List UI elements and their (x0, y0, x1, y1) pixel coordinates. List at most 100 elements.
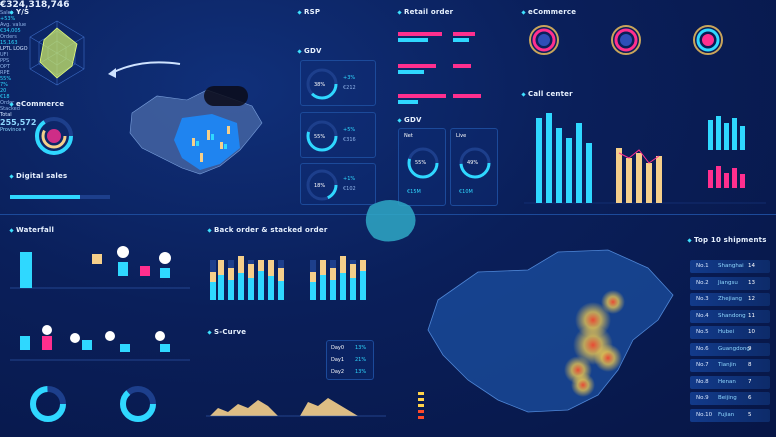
shipment-value: 11 (748, 312, 755, 319)
gdv-card-1[interactable]: 55% +5% €316 (300, 112, 376, 158)
kpi-c-label: Orders (0, 34, 17, 40)
stacked-bar-segment (218, 260, 224, 275)
province-name: Jiangsu (718, 279, 738, 286)
legend-order: Order (0, 100, 15, 106)
shipment-value: 14 (748, 263, 755, 269)
stacked-bar-segment (350, 278, 356, 300)
stacked-bar-segment (330, 268, 336, 280)
gdv2-left-card[interactable]: Net 55% €15M (398, 128, 446, 206)
gdv-pct-0: 38% (314, 82, 326, 88)
gdv-card-2[interactable]: 18% +1% €102 (300, 163, 376, 205)
stacked-bar-segment (210, 260, 216, 272)
shipment-value: 13 (748, 279, 755, 286)
rsp-value-2: 20 (0, 88, 7, 94)
ecommerce-rings-right (529, 25, 723, 55)
scurve-title: S-Curve (208, 328, 246, 336)
stacked-bar-segment (238, 256, 244, 273)
rsp-label-3: RPE (0, 70, 10, 76)
top10-title: Top 10 shipments (688, 236, 767, 244)
stacked-bar-segment (248, 264, 254, 278)
gdv-card-0[interactable]: 38% +3% €212 (300, 60, 376, 106)
province-name: Zhejiang (718, 296, 743, 302)
rsp-label-1: PPS (0, 58, 10, 64)
waterfall-chart (10, 246, 190, 361)
stacked-bar-segment (278, 281, 284, 300)
stacked-title: Back order & stacked order (208, 226, 327, 234)
shipment-value: 5 (748, 411, 752, 418)
table-row[interactable]: No.3 Zhejiang 12 (690, 293, 770, 309)
stacked-bar-segment (210, 282, 216, 300)
rank: No.1 (696, 263, 709, 269)
kpi-b: €34,005 (0, 28, 21, 34)
legend-stacked: Stacked (0, 106, 20, 112)
table-row[interactable]: No.2 Jiangsu 13 (690, 276, 770, 293)
gdv2-title: GDV (398, 116, 422, 124)
stacked-bar-segment (330, 260, 336, 268)
radar-chart (29, 20, 85, 86)
shipment-value: 7 (748, 378, 752, 385)
scurve-chart (206, 398, 386, 417)
center-bubble (365, 200, 416, 242)
stacked-bar-segment (278, 260, 284, 268)
waterfall-title: Waterfall (10, 226, 54, 234)
ecommerce-right-title: eCommerce (522, 8, 576, 16)
brand-logo: LPTL LOGO (0, 46, 28, 52)
kpi-b-label: Avg. value (0, 22, 27, 28)
rank: No.3 (696, 296, 709, 302)
top10-filter[interactable]: Province ▾ (0, 127, 26, 133)
stacked-bar-segment (210, 272, 216, 282)
rank: No.9 (696, 395, 709, 401)
region-map-small (129, 86, 263, 175)
province-name: Henan (718, 378, 736, 385)
stacked-bar-segment (238, 273, 244, 300)
table-row[interactable]: No.9 Beijing 6 (690, 392, 770, 408)
province-name: Shanghai (718, 263, 744, 269)
flow-arrows (108, 61, 181, 78)
province-name: Shandong (718, 312, 746, 319)
stacked-bar-segment (320, 260, 326, 275)
rsp-value-3: €18 (0, 94, 10, 100)
rank: No.2 (696, 279, 709, 286)
shipment-value: 12 (748, 296, 755, 302)
stacked-bar-segment (248, 260, 254, 264)
gdv2-right-card[interactable]: Live 49% €10M (450, 128, 498, 206)
ecommerce-ring (35, 117, 73, 155)
table-row[interactable]: No.10 Fujian 5 (690, 408, 770, 425)
stacked-bar-segment (360, 260, 366, 271)
shipment-value: 9 (748, 345, 752, 352)
rsp-title: RSP (298, 8, 320, 16)
stacked-bar-segment (278, 268, 284, 281)
gdv-pct-1: 55% (314, 134, 326, 140)
days-panel: Day0 13% Day1 21% Day2 13% (326, 340, 374, 380)
table-row[interactable]: No.8 Henan 7 (690, 375, 770, 392)
stacked-bar-segment (258, 260, 264, 271)
rsp-label-2: OPT (0, 64, 11, 70)
rank: No.8 (696, 378, 709, 385)
stacked-bar-segment (320, 275, 326, 300)
stacked-bar-segment (248, 278, 254, 300)
table-row[interactable]: No.4 Shandong 11 (690, 309, 770, 326)
center-metric-value: 255,572 (0, 118, 37, 127)
center-metric-label: Total (0, 112, 12, 118)
table-row[interactable]: No.7 Tianjin 8 (690, 359, 770, 375)
rank: No.10 (696, 411, 713, 418)
table-row[interactable]: No.5 Hubei 10 (690, 326, 770, 342)
stacked-bar-segment (310, 282, 316, 300)
kpi-label: Sales (0, 10, 14, 16)
radar-title: Y/S (10, 8, 29, 16)
rsp-value-1: 7% (0, 82, 8, 88)
waterfall-rings (30, 386, 156, 422)
table-row[interactable]: No.6 Guangdong 9 (690, 342, 770, 359)
call-title: Call center (522, 90, 573, 98)
stacked-bar-segment (268, 276, 274, 300)
rank: No.7 (696, 362, 709, 368)
province-name: Tianjin (718, 362, 737, 368)
retail-bars (398, 20, 508, 115)
rsp-label-0: UFI (0, 52, 9, 58)
table-row[interactable]: No.1 Shanghai 14 (690, 260, 770, 276)
stacked-bar-segment (360, 271, 366, 300)
stacked-bar-segment (310, 272, 316, 282)
kpi-a: +53% (0, 16, 16, 22)
stacked-bar-segment (340, 273, 346, 300)
province-name: Fujian (718, 411, 735, 418)
